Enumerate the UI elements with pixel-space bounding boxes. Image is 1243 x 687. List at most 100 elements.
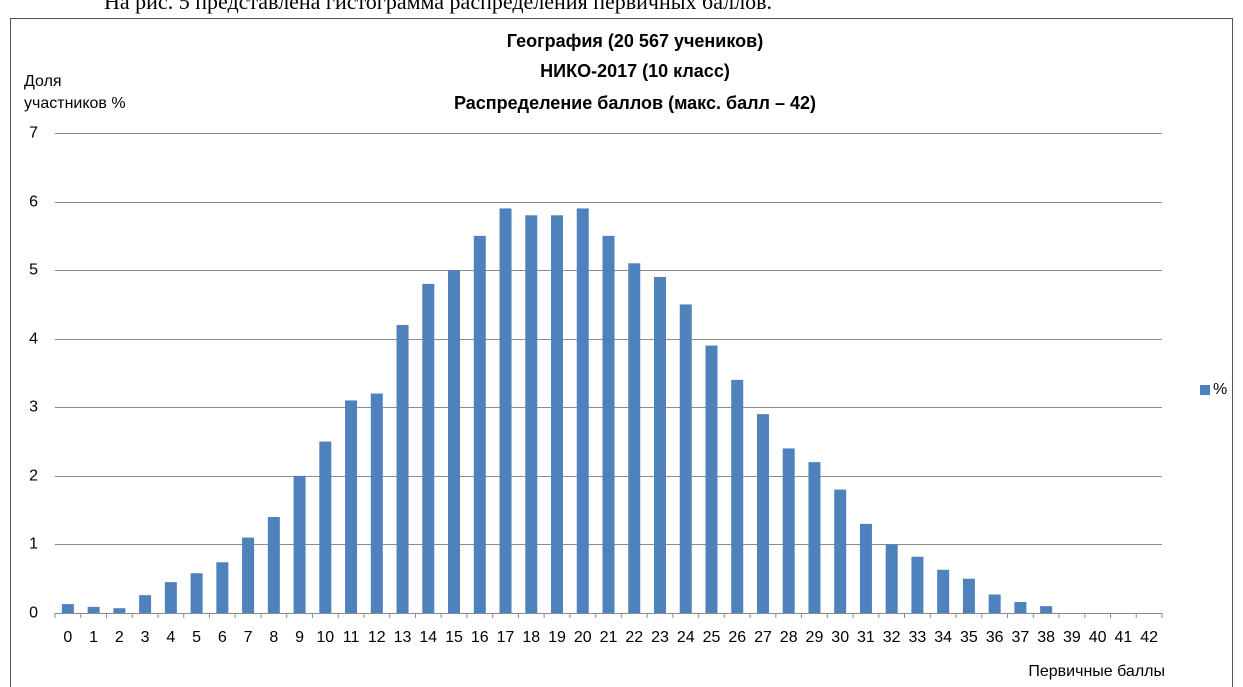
bar bbox=[139, 595, 152, 613]
y-tick-label: 5 bbox=[29, 262, 38, 279]
x-tick-label: 42 bbox=[1140, 629, 1158, 646]
chart-title: Распределение баллов (макс. балл – 42) bbox=[454, 93, 816, 113]
bar bbox=[448, 270, 461, 613]
x-tick-label: 16 bbox=[471, 629, 489, 646]
bar bbox=[551, 215, 564, 614]
x-tick-label: 17 bbox=[497, 629, 515, 646]
bar bbox=[216, 562, 229, 613]
bar bbox=[396, 325, 409, 613]
x-tick-label: 38 bbox=[1037, 629, 1055, 646]
y-tick-label: 3 bbox=[29, 399, 38, 416]
x-tick-label: 40 bbox=[1089, 629, 1107, 646]
x-tick-label: 27 bbox=[754, 629, 772, 646]
x-tick-label: 22 bbox=[625, 629, 643, 646]
x-tick-label: 18 bbox=[522, 629, 540, 646]
x-tick-label: 8 bbox=[269, 629, 278, 646]
x-tick-label: 26 bbox=[728, 629, 746, 646]
bar bbox=[190, 573, 203, 613]
legend-label: % bbox=[1213, 381, 1227, 398]
x-tick-label: 36 bbox=[986, 629, 1004, 646]
bar bbox=[422, 283, 435, 613]
chart-frame bbox=[10, 18, 1233, 687]
bar bbox=[988, 594, 1001, 613]
x-tick-label: 6 bbox=[218, 629, 227, 646]
bar bbox=[473, 235, 486, 613]
bar bbox=[756, 414, 769, 613]
x-axis-label: Первичные баллы bbox=[1028, 663, 1165, 680]
y-tick-label: 2 bbox=[29, 468, 38, 485]
bar bbox=[962, 578, 975, 613]
bar bbox=[345, 400, 358, 613]
x-tick-label: 21 bbox=[600, 629, 618, 646]
x-tick-label: 31 bbox=[857, 629, 875, 646]
x-tick-label: 20 bbox=[574, 629, 592, 646]
x-tick-label: 11 bbox=[343, 629, 360, 646]
x-tick-label: 9 bbox=[295, 629, 304, 646]
x-tick-label: 33 bbox=[909, 629, 927, 646]
y-tick-label: 4 bbox=[29, 331, 38, 348]
bar bbox=[653, 277, 666, 613]
y-tick-label: 1 bbox=[29, 536, 38, 553]
x-tick-label: 4 bbox=[166, 629, 175, 646]
x-tick-label: 15 bbox=[445, 629, 463, 646]
x-tick-label: 12 bbox=[368, 629, 386, 646]
x-tick-label: 35 bbox=[960, 629, 978, 646]
x-tick-label: 32 bbox=[883, 629, 901, 646]
y-tick-label: 6 bbox=[29, 194, 38, 211]
bar bbox=[1040, 606, 1053, 613]
bar bbox=[576, 208, 589, 613]
bar bbox=[164, 582, 177, 613]
bar bbox=[1014, 602, 1027, 613]
bar bbox=[61, 604, 74, 613]
bar bbox=[911, 556, 924, 613]
bar bbox=[113, 608, 126, 613]
x-tick-label: 25 bbox=[703, 629, 721, 646]
bar bbox=[525, 215, 538, 614]
bar bbox=[370, 393, 383, 613]
x-tick-label: 13 bbox=[394, 629, 412, 646]
x-tick-label: 1 bbox=[89, 629, 98, 646]
x-tick-label: 41 bbox=[1114, 629, 1132, 646]
x-tick-label: 30 bbox=[831, 629, 849, 646]
x-tick-label: 2 bbox=[115, 629, 124, 646]
x-tick-label: 14 bbox=[419, 629, 437, 646]
bar bbox=[782, 448, 795, 613]
chart-title: География (20 567 учеников) bbox=[507, 31, 763, 51]
x-tick-label: 23 bbox=[651, 629, 669, 646]
bar bbox=[679, 304, 692, 613]
x-tick-label: 24 bbox=[677, 629, 695, 646]
x-tick-label: 3 bbox=[141, 629, 150, 646]
x-tick-label: 19 bbox=[548, 629, 566, 646]
y-axis-label: участников % bbox=[24, 95, 126, 112]
bar bbox=[293, 475, 306, 613]
x-tick-label: 0 bbox=[63, 629, 72, 646]
bar bbox=[499, 208, 512, 613]
x-tick-label: 29 bbox=[806, 629, 824, 646]
bar bbox=[628, 263, 641, 613]
bar bbox=[87, 606, 100, 613]
x-tick-label: 39 bbox=[1063, 629, 1081, 646]
x-tick-label: 37 bbox=[1012, 629, 1030, 646]
x-tick-label: 34 bbox=[934, 629, 952, 646]
x-tick-label: 10 bbox=[316, 629, 334, 646]
y-tick-label: 0 bbox=[29, 605, 38, 622]
bar bbox=[242, 537, 255, 613]
bar bbox=[267, 517, 280, 613]
y-axis-label: Доля bbox=[24, 73, 62, 90]
chart-title: НИКО-2017 (10 класс) bbox=[540, 61, 730, 81]
x-tick-label: 28 bbox=[780, 629, 798, 646]
caption: На рис. 5 представлена гистограмма распр… bbox=[104, 0, 772, 14]
legend-swatch bbox=[1200, 385, 1210, 395]
bar bbox=[808, 462, 821, 613]
bar bbox=[705, 345, 718, 613]
bar bbox=[731, 379, 744, 613]
bar bbox=[885, 544, 898, 613]
bar bbox=[937, 569, 950, 613]
x-tick-label: 5 bbox=[192, 629, 201, 646]
bar bbox=[602, 235, 615, 613]
bar bbox=[319, 441, 332, 613]
bar bbox=[859, 523, 872, 613]
x-tick-label: 7 bbox=[244, 629, 253, 646]
